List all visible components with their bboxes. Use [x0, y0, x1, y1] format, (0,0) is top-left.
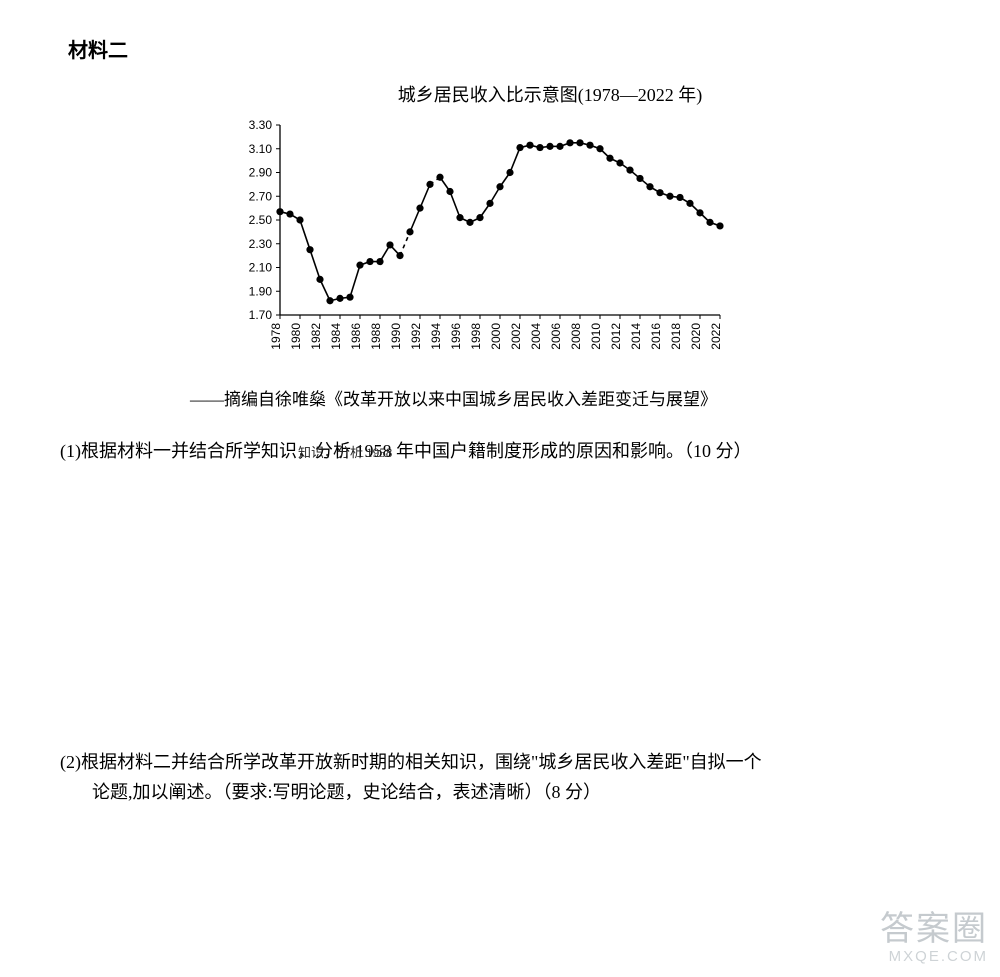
- svg-text:1980: 1980: [289, 323, 303, 350]
- svg-text:2018: 2018: [669, 323, 683, 350]
- svg-text:2.30: 2.30: [249, 237, 273, 251]
- overlay-smudge-text: 知识，分析 1958: [298, 442, 392, 464]
- svg-text:1996: 1996: [449, 323, 463, 350]
- svg-text:1992: 1992: [409, 323, 423, 350]
- svg-text:2002: 2002: [509, 323, 523, 350]
- svg-text:2016: 2016: [649, 323, 663, 350]
- svg-text:1998: 1998: [469, 323, 483, 350]
- svg-text:2022: 2022: [709, 323, 723, 350]
- svg-text:1.70: 1.70: [249, 308, 273, 322]
- svg-text:1.90: 1.90: [249, 284, 273, 298]
- svg-text:2.50: 2.50: [249, 213, 273, 227]
- question-1: (1)根据材料一并结合所学知识，分析 1958 年中国户籍制度形成的原因和影响。…: [60, 436, 940, 467]
- svg-text:2010: 2010: [589, 323, 603, 350]
- question-2-line1: (2)根据材料二并结合所学改革开放新时期的相关知识，围绕"城乡居民收入差距"自拟…: [60, 747, 940, 778]
- section-heading: 材料二: [68, 34, 940, 63]
- svg-text:2012: 2012: [609, 323, 623, 350]
- svg-text:2004: 2004: [529, 323, 543, 350]
- svg-text:2008: 2008: [569, 323, 583, 350]
- svg-text:3.30: 3.30: [249, 118, 273, 132]
- svg-text:2014: 2014: [629, 323, 643, 350]
- watermark-line2: MXQE.COM: [880, 946, 988, 967]
- svg-text:2.10: 2.10: [249, 261, 273, 275]
- question-1-text: (1)根据材料一并结合所学知识，分析 1958 年中国户籍制度形成的原因和影响。…: [60, 441, 752, 461]
- income-ratio-line-chart: 1.70 1.90 2.10 2.30 2.50 2.70 2.90 3.10 3.30 1978…: [230, 115, 770, 375]
- svg-text:1982: 1982: [309, 323, 323, 350]
- watermark: 答案圈 MXQE.COM: [880, 912, 988, 967]
- watermark-line1: 答案圈: [880, 912, 988, 946]
- chart-source: ——摘编自徐唯燊《改革开放以来中国城乡居民收入差距变迁与展望》: [60, 385, 940, 410]
- svg-text:1986: 1986: [349, 323, 363, 350]
- question-2: (2)根据材料二并结合所学改革开放新时期的相关知识，围绕"城乡居民收入差距"自拟…: [60, 747, 940, 808]
- chart-title: 城乡居民收入比示意图(1978—2022 年): [60, 81, 940, 107]
- question-2-line2: 论题,加以阐述。（要求:写明论题，史论结合，表述清晰）（8 分）: [60, 777, 940, 808]
- svg-text:1988: 1988: [369, 323, 383, 350]
- svg-text:1978: 1978: [269, 323, 283, 350]
- page-root: 材料二 城乡居民收入比示意图(1978—2022 年) 1.70 1.90 2.10…: [0, 0, 1000, 977]
- chart-wrap: 1.70 1.90 2.10 2.30 2.50 2.70 2.90 3.10 3.30 1978…: [60, 115, 940, 375]
- svg-text:2006: 2006: [549, 323, 563, 350]
- svg-text:1990: 1990: [389, 323, 403, 350]
- svg-text:1994: 1994: [429, 323, 443, 350]
- svg-text:2.90: 2.90: [249, 166, 273, 180]
- svg-text:1984: 1984: [329, 323, 343, 350]
- svg-text:2000: 2000: [489, 323, 503, 350]
- svg-text:3.10: 3.10: [249, 142, 273, 156]
- svg-text:2020: 2020: [689, 323, 703, 350]
- svg-text:2.70: 2.70: [249, 189, 273, 203]
